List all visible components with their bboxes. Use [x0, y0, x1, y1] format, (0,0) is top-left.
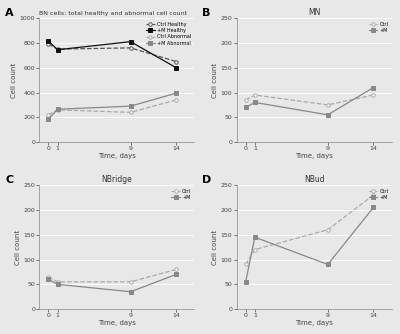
- Text: D: D: [202, 175, 212, 185]
- Text: BN cells: total healthy and abnormal cell count: BN cells: total healthy and abnormal cel…: [39, 11, 188, 16]
- Title: MN: MN: [308, 8, 320, 17]
- X-axis label: Time, days: Time, days: [98, 320, 136, 326]
- Legend: Ctrl, +M: Ctrl, +M: [368, 21, 389, 34]
- Title: NBridge: NBridge: [102, 175, 132, 184]
- Y-axis label: Cell count: Cell count: [212, 62, 218, 98]
- X-axis label: Time, days: Time, days: [295, 320, 333, 326]
- Text: A: A: [5, 8, 14, 18]
- Text: C: C: [5, 175, 13, 185]
- X-axis label: Time, days: Time, days: [295, 153, 333, 159]
- Y-axis label: Cell count: Cell count: [15, 229, 21, 265]
- Y-axis label: Cell count: Cell count: [212, 229, 218, 265]
- Legend: Ctrl Healthy, +M Healthy, Ctrl Abnormal, +M Abnormal: Ctrl Healthy, +M Healthy, Ctrl Abnormal,…: [145, 21, 192, 47]
- Title: NBud: NBud: [304, 175, 324, 184]
- Text: B: B: [202, 8, 211, 18]
- X-axis label: Time, days: Time, days: [98, 153, 136, 159]
- Legend: Ctrl, +M: Ctrl, +M: [368, 188, 389, 201]
- Y-axis label: Cell count: Cell count: [11, 62, 17, 98]
- Legend: Ctrl, +M: Ctrl, +M: [170, 188, 192, 201]
